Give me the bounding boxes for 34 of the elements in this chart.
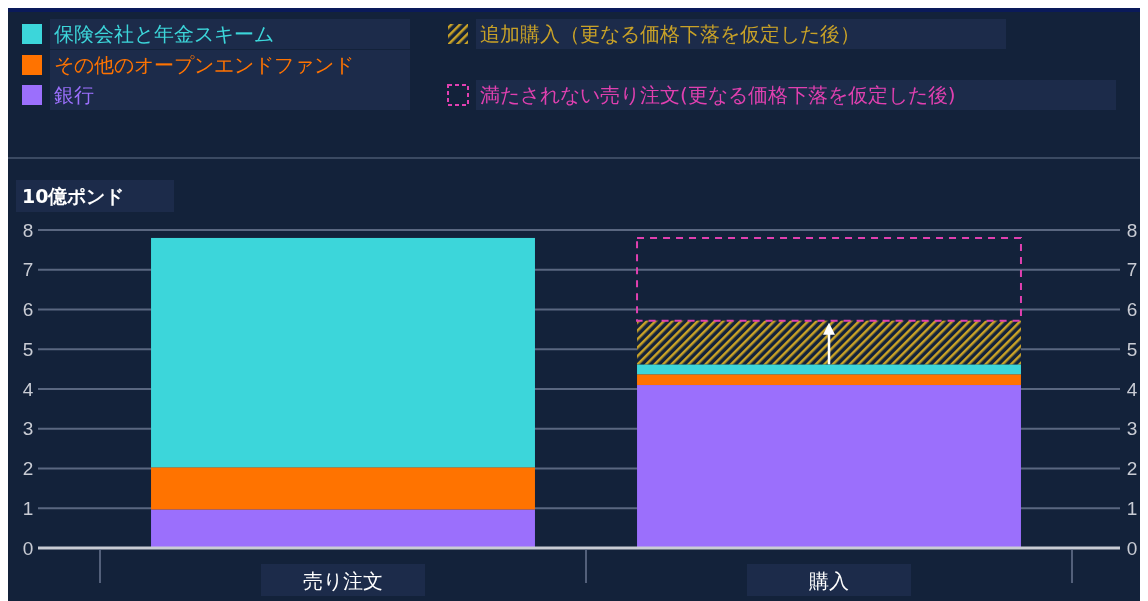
y2-tick-label: 2 — [1126, 458, 1138, 480]
bar — [637, 385, 1021, 548]
bar — [636, 236, 1022, 322]
legend-label: 満たされない売り注文(更なる価格下落を仮定した後) — [480, 83, 956, 107]
y-tick-label: 6 — [22, 299, 34, 321]
bar — [637, 320, 1021, 365]
legend-label: その他のオープンエンドファンド — [54, 53, 354, 77]
bar — [637, 374, 1021, 386]
y2-tick-label: 4 — [1126, 378, 1138, 400]
y-tick-label: 3 — [22, 418, 34, 440]
legend-label: 銀行 — [54, 83, 94, 107]
y2-tick-label: 5 — [1126, 338, 1138, 360]
x-tick-label: 売り注文 — [303, 569, 383, 593]
y2-tick-label: 3 — [1126, 418, 1138, 440]
x-tick-label: 購入 — [809, 569, 849, 593]
y2-tick-label: 6 — [1126, 299, 1138, 321]
y-tick-label: 7 — [22, 259, 34, 281]
y-tick-label: 4 — [22, 378, 34, 400]
y2-tick-label: 7 — [1126, 259, 1138, 281]
y-axis-title: 10億ポンド — [22, 185, 125, 207]
y-tick-label: 2 — [22, 458, 34, 480]
bar — [151, 237, 535, 468]
legend-label: 保険会社と年金スキーム — [54, 22, 274, 46]
bar — [151, 467, 535, 510]
y-tick-label: 5 — [22, 338, 34, 360]
y2-tick-label: 1 — [1126, 497, 1138, 519]
y-tick-label: 1 — [22, 497, 34, 519]
bar — [151, 509, 535, 548]
bar — [637, 364, 1021, 375]
y-tick-label: 8 — [22, 219, 34, 241]
y2-tick-label: 8 — [1126, 219, 1138, 241]
y2-tick-label: 0 — [1126, 537, 1138, 559]
y-tick-label: 0 — [22, 537, 34, 559]
legend-label: 追加購入（更なる価格下落を仮定した後） — [480, 22, 860, 46]
